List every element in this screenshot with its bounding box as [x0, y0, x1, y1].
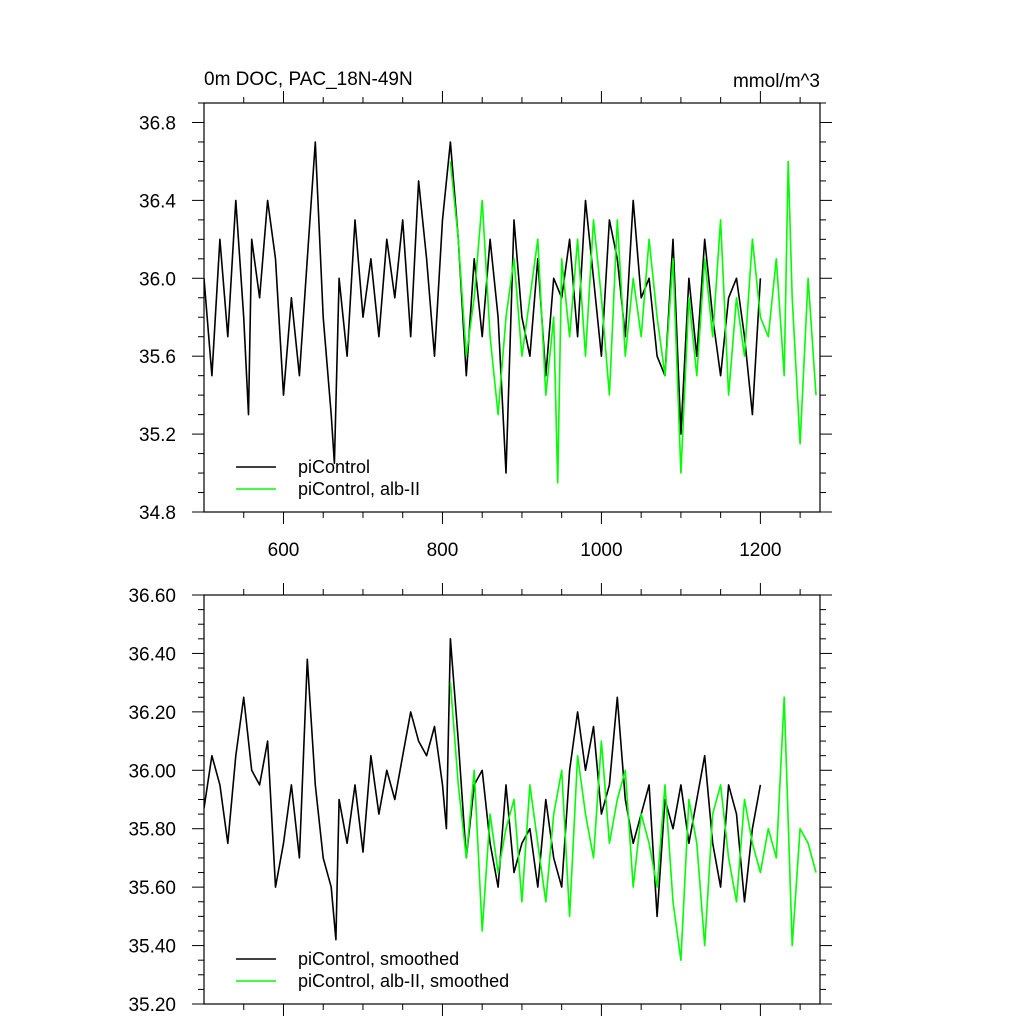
- bottom-panel: 35.20 35.40 35.60 35.80 36.00 36.20 36.40 36.60…: [128, 583, 832, 1016]
- bottom-y-tick-label: 36.40: [128, 644, 176, 665]
- top-x-tick-label: 1200: [739, 540, 781, 561]
- top-legend-label: piControl: [298, 457, 370, 477]
- top-panel: 34.8 35.2 35.6 36.0 36.4 36.8 600 800 1000 1200 pi…: [139, 91, 832, 561]
- bottom-y-tick-label: 35.80: [128, 820, 176, 841]
- top-x-tick-label: 1000: [580, 540, 622, 561]
- top-y-tick-label: 36.4: [139, 191, 176, 212]
- top-x-tick-label: 800: [427, 540, 459, 561]
- bottom-legend-label: piControl, alb-II, smoothed: [298, 971, 509, 991]
- top-y-tick-label: 36.0: [139, 269, 176, 290]
- bottom-y-tick-label: 36.00: [128, 761, 176, 782]
- bottom-y-tick-label: 35.40: [128, 937, 176, 958]
- top-y-tick-label: 34.8: [139, 503, 176, 524]
- top-legend-label: piControl, alb-II: [298, 479, 420, 499]
- top-y-tick-label: 35.6: [139, 347, 176, 368]
- top-plot-frame: [203, 102, 821, 513]
- bottom-y-tick-label: 36.60: [128, 586, 176, 607]
- bottom-y-tick-label: 35.20: [128, 995, 176, 1016]
- top-y-tick-label: 36.8: [139, 113, 176, 134]
- bottom-y-tick-label: 36.20: [128, 703, 176, 724]
- top-chart-units: mmol/m^3: [733, 71, 820, 92]
- top-series-line-alb-ii: [449, 160, 817, 484]
- bottom-series-line-alb-ii: [449, 682, 817, 962]
- top-chart-title: 0m DOC, PAC_18N-49N: [204, 69, 413, 90]
- top-y-tick-label: 35.2: [139, 425, 176, 446]
- top-x-tick-label: 600: [268, 540, 300, 561]
- bottom-y-tick-label: 35.60: [128, 878, 176, 899]
- bottom-legend-label: piControl, smoothed: [298, 949, 459, 969]
